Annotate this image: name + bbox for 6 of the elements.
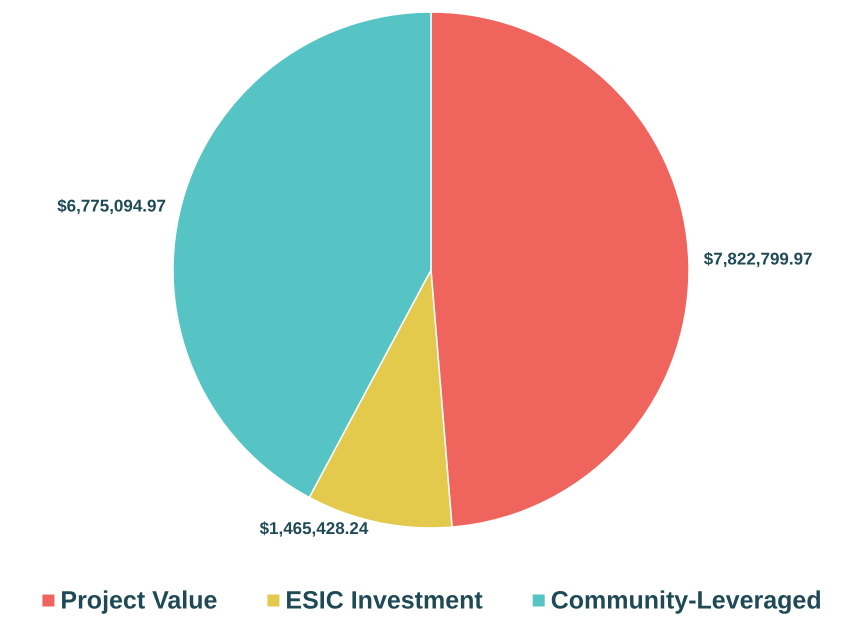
legend-label: Project Value bbox=[60, 586, 218, 614]
data-label: $7,822,799.97 bbox=[704, 250, 812, 269]
legend-label: ESIC Investment bbox=[285, 586, 484, 614]
legend-label: Community-Leveraged bbox=[550, 586, 822, 614]
data-label: $1,465,428.24 bbox=[260, 518, 369, 538]
data-label: $6,775,094.97 bbox=[57, 196, 166, 216]
